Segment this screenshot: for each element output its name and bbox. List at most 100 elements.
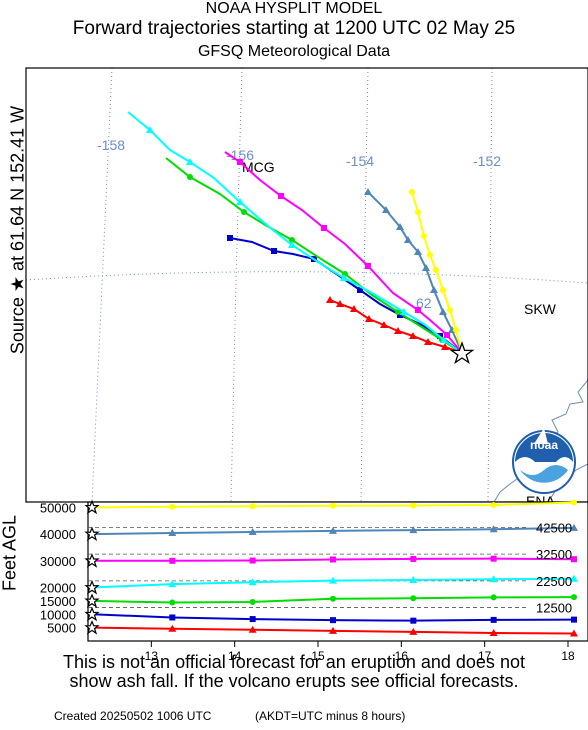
x-tick-label: 14 <box>228 649 242 663</box>
graticule-meridian <box>230 67 243 503</box>
trajectory-steelblue <box>367 191 463 354</box>
right-level-label: 32500 <box>536 547 572 562</box>
longitude-label: -158 <box>97 137 125 153</box>
trajectory-marker <box>439 308 447 315</box>
altitude-marker <box>570 574 578 582</box>
trajectory-marker <box>395 309 401 315</box>
altitude-marker <box>169 503 176 510</box>
altitude-marker <box>249 616 256 623</box>
source-star-icon <box>84 499 100 515</box>
timezone-note: (AKDT=UTC minus 8 hours) <box>255 709 406 723</box>
altitude-marker <box>330 617 336 624</box>
altitude-marker <box>571 499 577 506</box>
trajectory-marker <box>415 209 421 215</box>
x-tick-label: 15 <box>311 649 325 663</box>
trajectory-lines <box>127 111 463 354</box>
y-tick-label: 5000 <box>47 621 76 636</box>
trajectory-marker <box>447 307 453 313</box>
altitude-marker <box>489 628 498 636</box>
altitude-marker <box>490 616 497 623</box>
graticule <box>25 67 588 503</box>
trajectory-marker <box>357 287 363 293</box>
trajectory-marker <box>440 336 448 343</box>
trajectory-marker <box>146 126 154 133</box>
altitude-marker <box>409 526 418 534</box>
noaa-logo: noaa <box>512 428 576 494</box>
place-label-skw: SKW <box>524 301 557 317</box>
source-star-icon <box>84 526 100 542</box>
trajectory-marker <box>289 237 295 243</box>
y-tick-label: 15000 <box>40 594 76 609</box>
trajectory-marker <box>409 332 417 339</box>
altitude-marker <box>570 629 578 637</box>
trajectory-marker <box>237 159 243 165</box>
trajectory-marker <box>340 274 348 281</box>
x-tick-label: 17 <box>478 649 492 663</box>
disclaimer-line-2: show ash fall. If the volcano erupts see… <box>69 671 519 691</box>
trajectory-marker <box>380 321 388 328</box>
altitude-marker <box>330 556 336 563</box>
trajectory-marker <box>394 327 402 334</box>
graticule-parallel <box>25 271 588 284</box>
trajectory-marker <box>365 263 371 269</box>
trajectory-marker <box>440 287 446 293</box>
altitude-x-labels: 13 14 15 16 17 18 <box>145 649 575 663</box>
trajectory-red <box>329 299 463 354</box>
trajectory-marker <box>236 198 244 205</box>
altitude-marker <box>330 595 336 602</box>
altitude-marker <box>490 555 497 562</box>
trajectory-marker <box>430 286 438 293</box>
right-level-label: 22500 <box>536 574 572 589</box>
source-star-icon <box>84 553 100 568</box>
trajectory-marker <box>396 223 404 230</box>
map-panel: -158 -156 -154 -152 62 MCG SKW ENA noaa <box>25 67 588 509</box>
trajectory-marker <box>271 248 277 254</box>
x-tick-label: 18 <box>561 649 575 663</box>
source-star-icon <box>84 580 100 595</box>
trajectory-marker <box>400 308 408 315</box>
trajectory-marker <box>336 300 344 307</box>
altitude-marker <box>168 624 177 632</box>
altitude-marker <box>169 614 176 621</box>
right-level-label: 12500 <box>536 601 572 616</box>
source-star-icon <box>84 606 100 622</box>
altitude-ticks <box>150 641 569 647</box>
altitude-marker <box>409 627 418 635</box>
trajectory-marker <box>227 235 233 241</box>
altitude-marker <box>248 527 257 535</box>
trajectory-marker <box>187 174 193 180</box>
altitude-marker <box>410 617 417 624</box>
x-tick-label: 16 <box>395 649 409 663</box>
trajectory-marker <box>414 248 422 255</box>
altitude-marker <box>248 578 257 586</box>
disclaimer-line-1: This is not an official forecast for an … <box>63 652 525 672</box>
altitude-marker <box>410 595 417 602</box>
trajectory-marker <box>409 189 415 195</box>
trajectory-marker <box>278 193 284 199</box>
trajectory-marker <box>326 296 334 303</box>
altitude-marker <box>169 557 176 564</box>
longitude-label: -154 <box>346 153 374 169</box>
altitude-marker <box>329 626 337 634</box>
y-tick-label: 20000 <box>40 581 76 596</box>
trajectory-marker <box>427 252 433 258</box>
source-star-icon <box>84 620 100 635</box>
trajectory-marker <box>404 236 412 243</box>
trajectory-marker <box>424 338 432 345</box>
x-tick-label: 13 <box>145 649 159 663</box>
altitude-marker <box>410 502 417 509</box>
altitude-marker <box>490 501 497 508</box>
altitude-marker <box>169 599 176 606</box>
met-data-title: GFSQ Meteorological Data <box>197 43 391 60</box>
altitude-marker <box>249 503 256 510</box>
altitude-marker <box>249 598 256 605</box>
altitude-marker <box>330 502 336 509</box>
created-timestamp: Created 20250502 1006 UTC <box>54 709 212 723</box>
trajectory-title: Forward trajectories starting at 1200 UT… <box>72 18 516 39</box>
altitude-marker <box>409 576 418 584</box>
altitude-marker <box>168 529 177 537</box>
trajectory-marker <box>421 233 427 239</box>
